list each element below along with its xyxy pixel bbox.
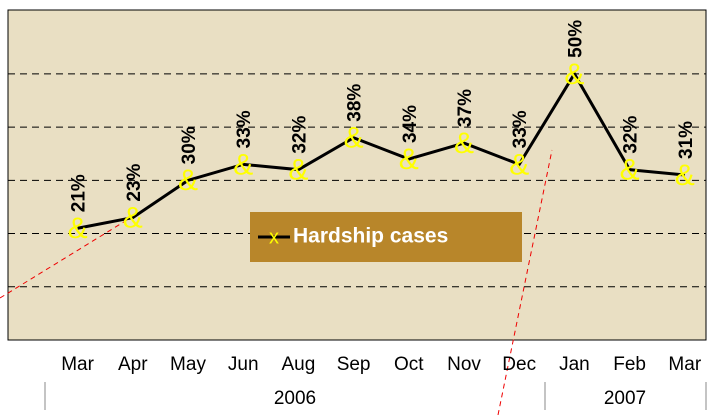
guide-line — [497, 149, 553, 415]
legend-label: Hardship cases — [293, 225, 448, 248]
marker: & — [123, 202, 143, 235]
marker: & — [344, 122, 364, 155]
x-tick-label: Mar — [61, 354, 94, 375]
data-label: 32% — [289, 116, 310, 154]
data-label: 34% — [400, 105, 421, 143]
data-label: 38% — [345, 84, 366, 122]
data-label: 37% — [455, 89, 476, 127]
marker: & — [620, 154, 640, 187]
data-label: 23% — [124, 163, 145, 201]
legend-marker: x — [269, 226, 279, 248]
marker: & — [454, 127, 474, 160]
marker: & — [509, 148, 529, 181]
x-tick-label: Jan — [559, 354, 590, 375]
x-tick-label: May — [170, 354, 206, 375]
data-label: 31% — [676, 121, 697, 159]
marker: & — [233, 148, 253, 181]
legend — [250, 212, 522, 262]
guide-line — [0, 211, 141, 299]
x-tick-label: Feb — [613, 354, 646, 375]
year-label: 2006 — [274, 388, 316, 409]
data-label: 30% — [179, 126, 200, 164]
x-tick-label: Mar — [668, 354, 701, 375]
marker: & — [178, 164, 198, 197]
x-tick-label: Sep — [337, 354, 371, 375]
marker: & — [564, 58, 584, 91]
marker: & — [68, 212, 88, 245]
x-tick-label: Dec — [502, 354, 536, 375]
plot-area — [7, 9, 707, 341]
series-line — [77, 70, 685, 230]
marker: & — [399, 143, 419, 176]
x-tick-label: Jun — [228, 354, 259, 375]
x-tick-label: Nov — [447, 354, 481, 375]
x-tick-label: Aug — [281, 354, 315, 375]
data-label: 33% — [234, 110, 255, 148]
data-label: 21% — [69, 174, 90, 212]
data-label: 32% — [621, 116, 642, 154]
x-tick-label: Oct — [394, 354, 424, 375]
marker: & — [288, 154, 308, 187]
marker: & — [675, 159, 695, 192]
data-label: 50% — [565, 20, 586, 58]
x-tick-label: Apr — [118, 354, 148, 375]
data-label: 33% — [510, 110, 531, 148]
year-label: 2007 — [604, 388, 646, 409]
